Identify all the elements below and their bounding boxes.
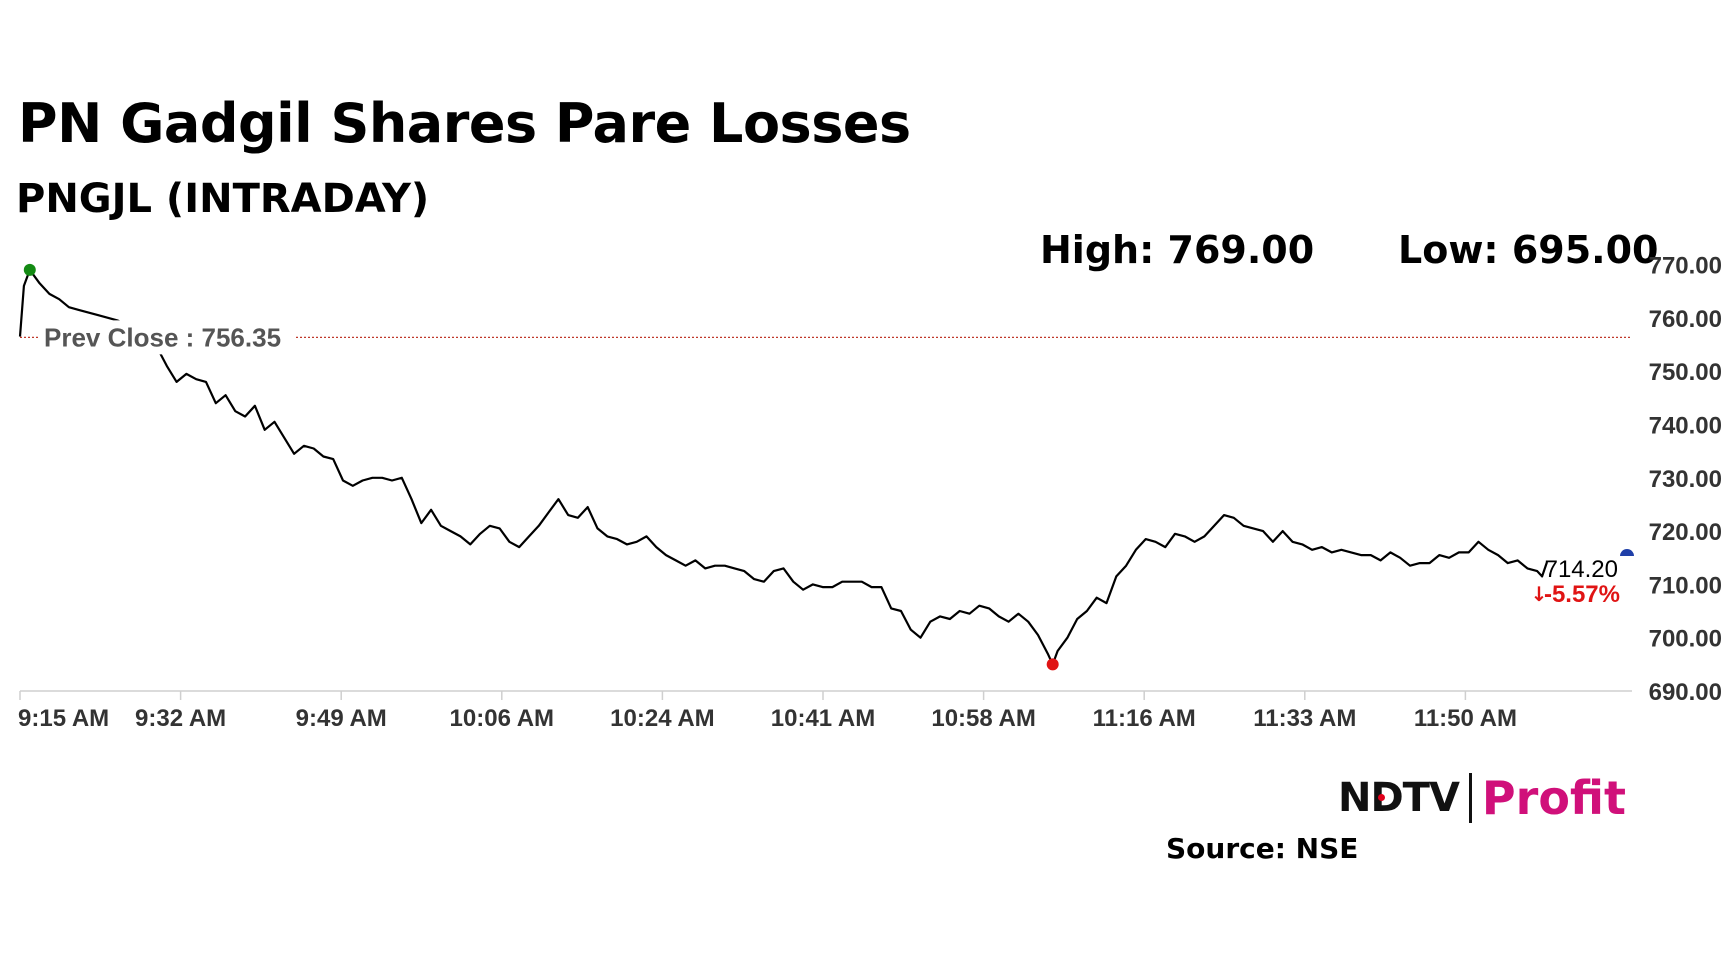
profit-wordmark: Profit xyxy=(1481,771,1627,825)
y-tick-label: 730.00 xyxy=(1649,466,1722,493)
source-note: Source: NSE xyxy=(1166,832,1359,865)
x-tick-label: 10:24 AM xyxy=(610,705,714,732)
x-tick-label: 10:41 AM xyxy=(771,705,875,732)
y-axis: 770.00 760.00 750.00 740.00 730.00 720.00 710.… xyxy=(1649,253,1722,706)
logo-divider xyxy=(1468,773,1472,823)
y-tick-label: 710.00 xyxy=(1649,572,1722,599)
y-tick-label: 750.00 xyxy=(1649,359,1722,386)
x-axis: 9:15 AM 9:32 AM 9:49 AM 10:06 AM 10:24 AM 10:… xyxy=(18,691,1517,732)
x-tick-label: 11:50 AM xyxy=(1414,705,1517,732)
page-subtitle: PNGJL (INTRADAY) xyxy=(16,176,430,222)
x-tick-label: 11:33 AM xyxy=(1253,705,1356,732)
change-label: -5.57% xyxy=(1544,581,1620,608)
last-price-marker xyxy=(1620,549,1634,557)
ndtv-profit-logo: NDTV Profit xyxy=(1338,770,1626,826)
prev-close-label: Prev Close : 756.35 xyxy=(44,322,281,352)
high-marker xyxy=(23,263,36,276)
low-stat: Low: 695.00 xyxy=(1398,228,1659,272)
x-tick-label: 11:16 AM xyxy=(1093,705,1196,732)
x-tick-label: 9:15 AM xyxy=(18,705,109,732)
low-marker xyxy=(1046,658,1059,671)
y-tick-label: 740.00 xyxy=(1649,413,1722,440)
price-line xyxy=(18,268,1549,666)
y-tick-label: 690.00 xyxy=(1649,679,1722,706)
x-tick-label: 10:06 AM xyxy=(450,705,554,732)
high-stat: High: 769.00 xyxy=(1040,228,1315,272)
y-tick-label: 720.00 xyxy=(1649,519,1722,546)
x-tick-label: 9:49 AM xyxy=(296,705,387,732)
y-tick-label: 700.00 xyxy=(1649,626,1722,653)
down-arrow-icon: ↓ xyxy=(1531,582,1548,606)
y-tick-label: 770.00 xyxy=(1649,253,1722,280)
logo-dot-icon xyxy=(1378,794,1385,801)
y-tick-label: 760.00 xyxy=(1649,306,1722,333)
last-price-label: 714.20 xyxy=(1545,556,1618,583)
x-tick-label: 10:58 AM xyxy=(931,705,1035,732)
x-tick-label: 9:32 AM xyxy=(135,705,226,732)
prev-close-label-background xyxy=(38,320,296,355)
ndtv-wordmark: NDTV xyxy=(1338,775,1460,821)
page-title: PN Gadgil Shares Pare Losses xyxy=(18,92,911,155)
